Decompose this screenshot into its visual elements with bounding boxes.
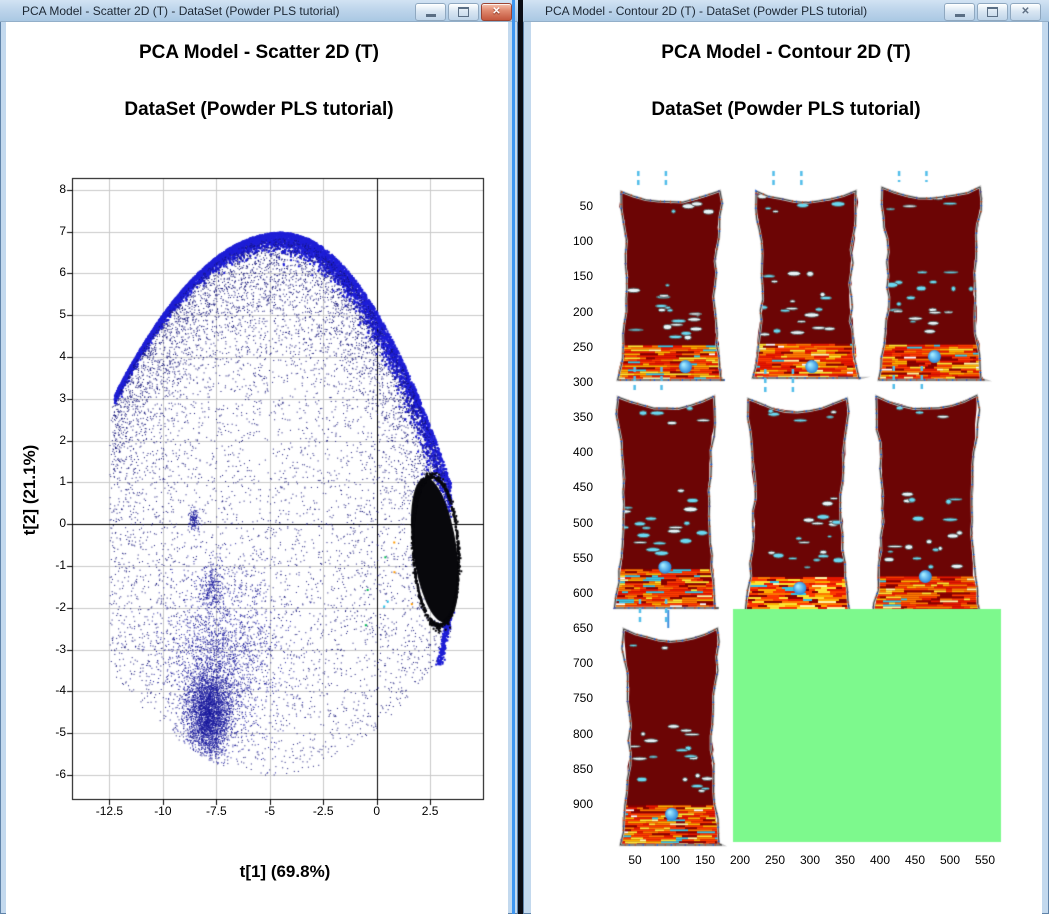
tick-label: -10 bbox=[154, 804, 172, 818]
close-icon: ✕ bbox=[1021, 6, 1030, 17]
tick-label: 500 bbox=[572, 515, 593, 530]
tick-label: -1 bbox=[55, 557, 66, 572]
tick-label: 400 bbox=[572, 445, 593, 460]
tick-label: 2 bbox=[59, 432, 66, 447]
tick-label: 150 bbox=[694, 853, 716, 867]
tick-label: -5 bbox=[264, 804, 276, 818]
minimize-icon bbox=[425, 14, 436, 17]
tick-label: 750 bbox=[572, 691, 593, 706]
tick-label: 5 bbox=[59, 307, 66, 322]
contour-window-titlebar[interactable]: PCA Model - Contour 2D (T) - DataSet (Po… bbox=[523, 0, 1049, 22]
tick-label: -3 bbox=[55, 641, 66, 656]
tick-label: 450 bbox=[572, 480, 593, 495]
tick-label: 7 bbox=[59, 223, 66, 238]
scatter-window-title: PCA Model - Scatter 2D (T) - DataSet (Po… bbox=[22, 3, 340, 18]
tick-label: 1 bbox=[59, 474, 66, 489]
tick-label: 500 bbox=[939, 853, 961, 867]
tick-label: 550 bbox=[572, 550, 593, 565]
tick-label: 350 bbox=[572, 410, 593, 425]
tick-label: 200 bbox=[729, 853, 751, 867]
restore-button[interactable] bbox=[448, 3, 479, 21]
tick-label: -4 bbox=[55, 683, 66, 698]
scatter-window-titlebar[interactable]: PCA Model - Scatter 2D (T) - DataSet (Po… bbox=[0, 0, 518, 22]
scatter-window: PCA Model - Scatter 2D (T) - DataSet (Po… bbox=[0, 0, 518, 914]
window-edge-highlight bbox=[512, 0, 515, 914]
tick-label: 3 bbox=[59, 390, 66, 405]
scatter-plot-subtitle: DataSet (Powder PLS tutorial) bbox=[124, 99, 394, 120]
tick-label: 450 bbox=[904, 853, 926, 867]
scatter-plot-canvas bbox=[64, 172, 490, 806]
tick-label: 2.5 bbox=[421, 804, 439, 818]
tick-label: 100 bbox=[659, 853, 681, 867]
tick-label: 850 bbox=[572, 761, 593, 776]
tick-label: 50 bbox=[628, 853, 642, 867]
tick-label: -12.5 bbox=[95, 804, 124, 818]
tick-label: 0 bbox=[59, 516, 66, 531]
tick-label: 8 bbox=[59, 181, 66, 196]
tick-label: 4 bbox=[59, 348, 66, 363]
tick-label: 300 bbox=[572, 374, 593, 389]
tick-label: 600 bbox=[572, 585, 593, 600]
tick-label: 6 bbox=[59, 265, 66, 280]
tick-label: 700 bbox=[572, 656, 593, 671]
tick-label: 150 bbox=[572, 269, 593, 284]
tick-label: 900 bbox=[572, 796, 593, 811]
tick-label: 0 bbox=[373, 804, 380, 818]
contour-window: PCA Model - Contour 2D (T) - DataSet (Po… bbox=[523, 0, 1049, 914]
tick-label: -2.5 bbox=[312, 804, 334, 818]
contour-plot-canvas bbox=[597, 170, 1037, 850]
tick-label: -5 bbox=[55, 725, 66, 740]
minimize-button[interactable] bbox=[415, 3, 446, 21]
minimize-icon bbox=[954, 14, 965, 17]
scatter-window-controls: ✕ bbox=[415, 3, 512, 21]
tick-label: -2 bbox=[55, 599, 66, 614]
contour-window-title: PCA Model - Contour 2D (T) - DataSet (Po… bbox=[545, 3, 868, 18]
scatter-plot-title: PCA Model - Scatter 2D (T) bbox=[139, 42, 379, 63]
tick-label: 50 bbox=[579, 199, 593, 214]
tick-label: 400 bbox=[869, 853, 891, 867]
restore-icon bbox=[458, 7, 469, 17]
contour-plot-subtitle: DataSet (Powder PLS tutorial) bbox=[651, 99, 921, 120]
scatter-x-axis-label: t[1] (69.8%) bbox=[239, 862, 331, 881]
tick-label: 350 bbox=[834, 853, 856, 867]
tick-label: -7.5 bbox=[205, 804, 227, 818]
tick-label: 100 bbox=[572, 234, 593, 249]
restore-button[interactable] bbox=[977, 3, 1008, 21]
close-button[interactable]: ✕ bbox=[1010, 3, 1041, 21]
tick-label: 550 bbox=[974, 853, 996, 867]
tick-label: 650 bbox=[572, 621, 593, 636]
tick-label: -6 bbox=[55, 766, 66, 781]
tick-label: 200 bbox=[572, 304, 593, 319]
close-icon: ✕ bbox=[492, 6, 501, 17]
minimize-button[interactable] bbox=[944, 3, 975, 21]
tick-label: 300 bbox=[799, 853, 821, 867]
close-button[interactable]: ✕ bbox=[481, 3, 512, 21]
tick-label: 250 bbox=[764, 853, 786, 867]
contour-window-controls: ✕ bbox=[944, 3, 1041, 21]
tick-label: 250 bbox=[572, 339, 593, 354]
contour-plot-title: PCA Model - Contour 2D (T) bbox=[661, 42, 911, 63]
tick-label: 800 bbox=[572, 726, 593, 741]
restore-icon bbox=[987, 7, 998, 17]
